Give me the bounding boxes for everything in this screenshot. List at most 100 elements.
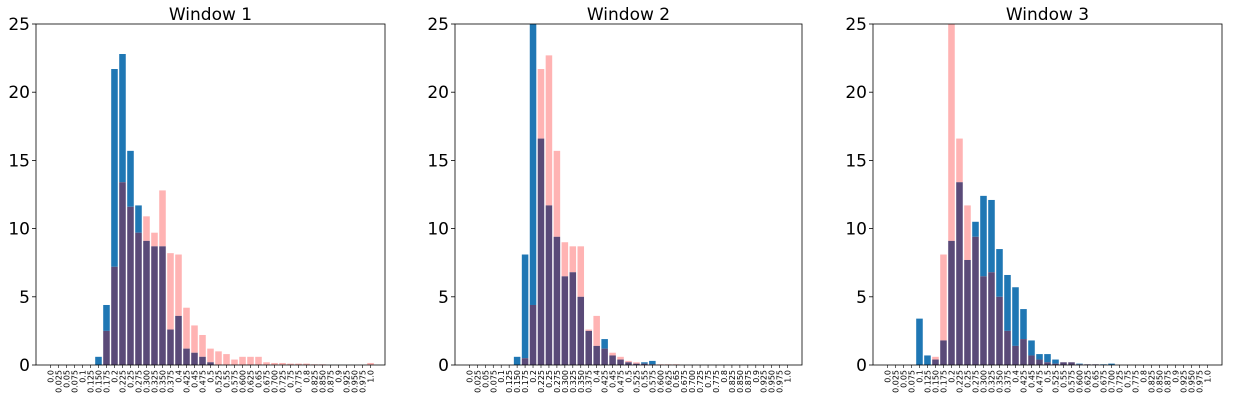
x-tick-label: 0.125 xyxy=(923,370,932,393)
x-tick-label: 0.225 xyxy=(118,370,127,393)
bar-overlap xyxy=(111,266,118,365)
x-tick-label: 0.275 xyxy=(971,370,980,393)
x-tick-label: 0.75 xyxy=(1124,370,1133,388)
x-tick-label: 0.45 xyxy=(1027,370,1036,388)
bar-pink-upper xyxy=(167,253,174,330)
x-tick-label: 0.300 xyxy=(142,370,151,393)
x-tick-label: 0.0 xyxy=(46,370,55,383)
y-tick-label: 25 xyxy=(8,15,30,35)
bar-blue-upper xyxy=(1044,354,1051,363)
x-tick-label: 0.25 xyxy=(545,370,554,388)
y-tick-label: 0 xyxy=(856,356,867,376)
x-tick-label: 0.5 xyxy=(625,370,634,383)
bar-overlap xyxy=(1028,355,1035,365)
plot-frame xyxy=(35,23,386,366)
bar-pink-upper xyxy=(585,329,592,331)
bar-overlap xyxy=(593,345,600,365)
x-tick-label: 0.375 xyxy=(585,370,594,393)
x-tick-label: 0.575 xyxy=(231,370,240,393)
x-tick-label: 0.65 xyxy=(672,370,681,388)
bar-overlap xyxy=(988,272,995,365)
x-tick-label: 0.45 xyxy=(190,370,199,388)
x-tick-label: 0.425 xyxy=(182,370,191,393)
bar-blue-upper xyxy=(521,254,529,359)
x-tick-label: 0.175 xyxy=(521,370,530,393)
x-tick-label: 0.925 xyxy=(343,370,352,393)
y-tick-label: 5 xyxy=(19,288,30,308)
x-tick-label: 0.950 xyxy=(351,370,360,393)
x-tick-label: 0.275 xyxy=(134,370,143,393)
bar-blue-upper xyxy=(1052,359,1059,364)
x-tick-label: 0.975 xyxy=(1196,370,1205,393)
x-tick-label: 0.825 xyxy=(311,370,320,393)
bar-blue-upper xyxy=(111,69,118,267)
bar-pink-upper xyxy=(593,315,600,346)
bar-pink-upper xyxy=(287,363,294,365)
bar-pink-upper xyxy=(175,254,182,316)
bar-overlap xyxy=(609,355,616,365)
x-tick-label: 0.700 xyxy=(688,370,697,393)
bar-blue-upper xyxy=(1036,354,1043,360)
y-tick-label: 0 xyxy=(438,356,449,376)
bar-pink-upper xyxy=(577,246,585,297)
chart-title: Window 2 xyxy=(587,5,670,25)
x-tick-label: 0.4 xyxy=(174,370,183,383)
plot-frame xyxy=(454,23,803,366)
bar-pink-upper xyxy=(183,307,190,349)
x-tick-label: 0.425 xyxy=(601,370,610,393)
bar-overlap xyxy=(1068,362,1075,365)
x-tick-label: 0.975 xyxy=(776,370,785,393)
x-tick-label: 0.275 xyxy=(553,370,562,393)
x-tick-label: 0.675 xyxy=(680,370,689,393)
x-tick-label: 0.75 xyxy=(287,370,296,388)
x-tick-label: 0.600 xyxy=(239,370,248,393)
chart-title: Window 1 xyxy=(169,5,252,25)
bar-overlap xyxy=(996,296,1003,365)
x-tick-label: 0.875 xyxy=(327,370,336,393)
bar-pink-upper xyxy=(247,356,254,365)
bar-pink-upper xyxy=(367,362,374,365)
bar-pink-upper xyxy=(956,138,963,183)
x-tick-label: 0.075 xyxy=(70,370,79,393)
bar-overlap xyxy=(183,348,190,365)
x-tick-label: 0.075 xyxy=(907,370,916,393)
plot-frame xyxy=(872,23,1223,366)
bar-overlap xyxy=(1004,330,1011,365)
bar-overlap xyxy=(956,182,963,365)
x-tick-label: 0.9 xyxy=(335,370,344,383)
bar-pink-upper xyxy=(617,356,624,360)
x-tick-label: 0.0 xyxy=(883,370,892,383)
bar-overlap xyxy=(529,304,537,365)
bar-blue-upper xyxy=(996,249,1003,297)
bar-overlap xyxy=(537,138,545,365)
bar-overlap xyxy=(159,246,166,365)
bar-pink-upper xyxy=(940,254,947,341)
x-tick-label: 0.8 xyxy=(1140,370,1149,383)
chart-panel-2: 0 5 10 15 20 25 0.00.0250.050.0750.10.1250.150… xyxy=(427,5,803,393)
bar-pink-upper xyxy=(561,242,569,277)
bar-blue-upper xyxy=(988,199,995,273)
bar-overlap xyxy=(980,276,987,365)
bar-pink-upper xyxy=(239,356,246,365)
bar-blue-upper xyxy=(916,318,923,365)
bar-overlap xyxy=(1020,339,1027,365)
x-tick-label: 0.325 xyxy=(150,370,159,393)
bar-pink-upper xyxy=(207,348,214,363)
bar-pink-upper xyxy=(964,205,971,260)
x-tick-label: 0.8 xyxy=(303,370,312,383)
bar-overlap xyxy=(972,236,979,365)
x-tick-label: 1.0 xyxy=(784,370,793,383)
x-tick-label: 0.950 xyxy=(1188,370,1197,393)
x-tick-label: 0.150 xyxy=(931,370,940,393)
bar-overlap xyxy=(625,362,632,365)
x-tick-label: 0.025 xyxy=(473,370,482,393)
bar-pink-upper xyxy=(545,55,553,206)
x-tick-label: 0.025 xyxy=(891,370,900,393)
x-tick-label: 0.25 xyxy=(126,370,135,388)
y-tick-label: 10 xyxy=(8,220,30,240)
bar-overlap xyxy=(143,240,150,365)
x-tick-label: 0.875 xyxy=(744,370,753,393)
bar-overlap xyxy=(948,240,955,365)
